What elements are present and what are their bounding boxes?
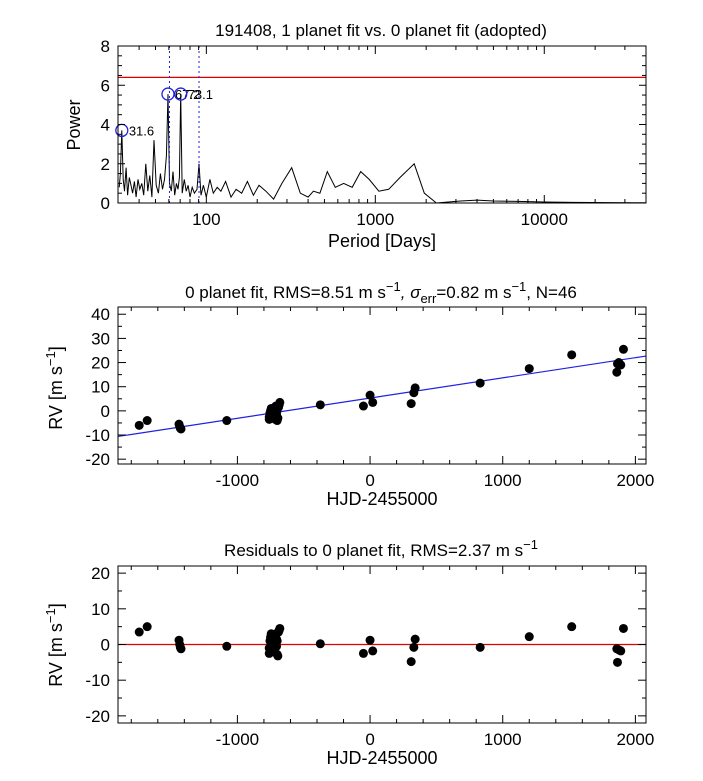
residual-point xyxy=(176,644,186,654)
residual-point xyxy=(612,657,622,667)
rv-plot-area xyxy=(117,344,647,438)
x-tick-label: 2000 xyxy=(616,730,654,749)
rv-point xyxy=(272,411,282,421)
y-tick-label: -10 xyxy=(85,671,110,690)
residual-point xyxy=(567,622,577,632)
y-tick-label: 30 xyxy=(91,329,110,348)
residuals-plot-area xyxy=(118,622,646,667)
y-tick-label: 10 xyxy=(91,378,110,397)
y-tick-label: -10 xyxy=(85,426,110,445)
residual-point xyxy=(409,642,419,652)
y-tick-label: 0 xyxy=(101,194,110,213)
rv-point xyxy=(567,350,577,360)
y-tick-label: 4 xyxy=(101,116,110,135)
peak-label: 31.6 xyxy=(129,123,154,138)
residual-point xyxy=(618,623,628,633)
residual-point xyxy=(616,646,626,656)
periodogram-line xyxy=(118,94,647,204)
rv-point xyxy=(616,360,626,370)
y-tick-label: 8 xyxy=(101,37,110,56)
rv-point xyxy=(410,383,420,393)
periodogram-title: 191408, 1 planet fit vs. 0 planet fit (a… xyxy=(215,21,547,40)
rv-point xyxy=(368,397,378,407)
periodogram-panel: 191408, 1 planet fit vs. 0 planet fit (a… xyxy=(64,21,647,251)
peak-label: 73.1 xyxy=(188,87,213,102)
periodogram-x-label: Period [Days] xyxy=(328,231,436,251)
rv-point xyxy=(134,420,144,430)
y-tick-label: 0 xyxy=(101,402,110,421)
y-tick-label: 20 xyxy=(91,354,110,373)
y-tick-label: -20 xyxy=(85,450,110,469)
residuals-title: Residuals to 0 planet fit, RMS=2.37 m s−… xyxy=(224,537,538,560)
x-tick-label: 0 xyxy=(365,471,374,490)
residual-point xyxy=(475,642,485,652)
periodogram-ticks: 0 2 4 6 8 100 1000 10000 xyxy=(101,37,647,229)
x-tick-label: 1000 xyxy=(356,210,394,229)
rv-point xyxy=(142,416,152,426)
y-tick-label: 10 xyxy=(91,600,110,619)
x-tick-label: -1000 xyxy=(216,730,259,749)
periodogram-frame xyxy=(117,45,647,204)
rv-point xyxy=(406,399,416,409)
residual-point xyxy=(272,634,282,644)
residual-point xyxy=(524,632,534,642)
rv-x-label: HJD-2455000 xyxy=(326,489,437,509)
residual-point xyxy=(406,657,416,667)
periodogram-plot-area: 31.6 67.273.1 xyxy=(115,46,647,204)
periodogram-y-label: Power xyxy=(64,99,84,150)
residuals-x-label: HJD-2455000 xyxy=(326,748,437,768)
residual-point xyxy=(134,627,144,637)
x-tick-label: 1000 xyxy=(484,471,522,490)
rv-point xyxy=(365,390,375,400)
rv-point xyxy=(275,397,285,407)
rv-ticks: -20 -10 0 10 20 30 40 -1000 0 1000 2000 xyxy=(85,305,654,490)
rv-point xyxy=(524,364,534,374)
residual-point xyxy=(410,634,420,644)
residuals-panel: Residuals to 0 planet fit, RMS=2.37 m s−… xyxy=(43,537,654,768)
rv-point xyxy=(222,416,232,426)
rv-point xyxy=(612,367,622,377)
rv-point xyxy=(176,424,186,434)
x-tick-label: 2000 xyxy=(616,471,654,490)
peak-marker xyxy=(161,87,175,101)
rv-y-label: RV [m s−1] xyxy=(43,346,66,430)
residual-point xyxy=(368,646,378,656)
residual-point xyxy=(315,639,325,649)
y-tick-label: 2 xyxy=(101,155,110,174)
residual-point xyxy=(365,635,375,645)
x-tick-label: 10000 xyxy=(521,210,568,229)
y-tick-label: 20 xyxy=(91,564,110,583)
peak-label: 67.2 xyxy=(175,87,200,102)
x-tick-label: 0 xyxy=(365,730,374,749)
rv-point xyxy=(618,344,628,354)
y-tick-label: 40 xyxy=(91,305,110,324)
residual-point xyxy=(358,648,368,658)
x-tick-label: 1000 xyxy=(484,730,522,749)
residual-point xyxy=(275,623,285,633)
rv-point xyxy=(315,400,325,410)
residual-point xyxy=(272,649,282,659)
rv-frame xyxy=(117,306,647,465)
peak-marker xyxy=(174,87,188,101)
rv-point xyxy=(269,403,279,413)
x-tick-label: -1000 xyxy=(216,471,259,490)
x-tick-label: 100 xyxy=(192,210,220,229)
rv-trend-line xyxy=(117,355,647,438)
rv-panel: 0 planet fit, RMS=8.51 m s−1, σerr=0.82 … xyxy=(43,279,654,509)
rv-title: 0 planet fit, RMS=8.51 m s−1, σerr=0.82 … xyxy=(185,279,577,306)
residual-point xyxy=(222,641,232,651)
rv-point xyxy=(358,401,368,411)
rv-point xyxy=(475,378,485,388)
y-tick-label: 0 xyxy=(101,636,110,655)
residual-point xyxy=(142,622,152,632)
y-tick-label: 6 xyxy=(101,76,110,95)
residuals-y-label: RV [m s−1] xyxy=(43,603,66,687)
y-tick-label: -20 xyxy=(85,707,110,726)
residuals-ticks: -20 -10 0 10 20 -1000 0 1000 2000 xyxy=(85,564,654,749)
